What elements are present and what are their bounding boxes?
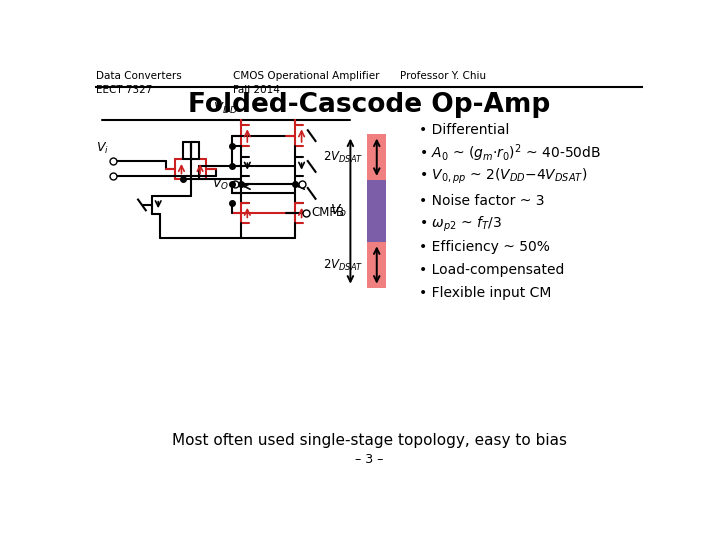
Text: CMFB: CMFB — [311, 206, 344, 219]
Bar — [367, 180, 386, 242]
Text: $2V_{DSAT}$: $2V_{DSAT}$ — [323, 258, 364, 273]
Text: $V_O$: $V_O$ — [212, 177, 230, 192]
Text: • $\omega_{p2}$ ~ $f_T$/3: • $\omega_{p2}$ ~ $f_T$/3 — [419, 214, 503, 234]
Text: CMOS Operational Amplifier
Fall 2014: CMOS Operational Amplifier Fall 2014 — [233, 71, 380, 95]
Text: – 3 –: – 3 – — [355, 453, 383, 465]
Text: • Load-compensated: • Load-compensated — [419, 264, 564, 278]
Text: • Noise factor ~ 3: • Noise factor ~ 3 — [419, 194, 545, 208]
Text: • Differential: • Differential — [419, 123, 510, 137]
Bar — [367, 242, 386, 288]
Text: Data Converters
EECT 7327: Data Converters EECT 7327 — [96, 71, 182, 95]
Text: $V_{DD}$: $V_{DD}$ — [213, 100, 238, 116]
Text: • Efficiency ~ 50%: • Efficiency ~ 50% — [419, 240, 550, 254]
Text: • $A_0$ ~ $(g_m$$\cdot$$r_0)^2$ ~ 40-50dB: • $A_0$ ~ $(g_m$$\cdot$$r_0)^2$ ~ 40-50d… — [419, 143, 602, 164]
Text: $V_i$: $V_i$ — [96, 141, 109, 157]
Text: $V_o$: $V_o$ — [330, 203, 346, 219]
Text: Most often used single-stage topology, easy to bias: Most often used single-stage topology, e… — [171, 433, 567, 448]
Text: Professor Y. Chiu: Professor Y. Chiu — [400, 71, 486, 81]
Text: $2V_{DSAT}$: $2V_{DSAT}$ — [323, 150, 364, 165]
Text: • Flexible input CM: • Flexible input CM — [419, 287, 552, 300]
Text: • $V_{0,pp}$ ~ $2(V_{DD}$$-4V_{DSAT})$: • $V_{0,pp}$ ~ $2(V_{DD}$$-4V_{DSAT})$ — [419, 167, 588, 186]
Text: Folded-Cascode Op-Amp: Folded-Cascode Op-Amp — [188, 92, 550, 118]
Bar — [367, 134, 386, 180]
